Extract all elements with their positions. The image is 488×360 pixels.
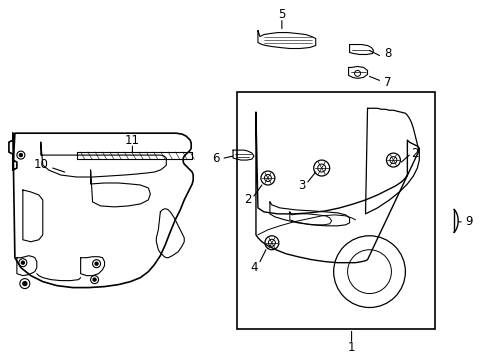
Circle shape bbox=[23, 282, 27, 285]
Text: 10: 10 bbox=[33, 158, 48, 171]
Text: 11: 11 bbox=[124, 134, 140, 147]
Bar bbox=[237, 92, 434, 329]
Text: 3: 3 bbox=[298, 180, 305, 193]
Text: 2: 2 bbox=[244, 193, 251, 206]
Circle shape bbox=[21, 261, 24, 264]
Text: 7: 7 bbox=[383, 76, 390, 89]
Circle shape bbox=[93, 278, 96, 281]
Text: 1: 1 bbox=[347, 341, 355, 354]
Text: 4: 4 bbox=[250, 261, 257, 274]
Text: 2: 2 bbox=[411, 147, 418, 159]
Text: 5: 5 bbox=[278, 8, 285, 21]
Circle shape bbox=[95, 262, 98, 265]
Text: 6: 6 bbox=[212, 152, 220, 165]
Circle shape bbox=[20, 154, 22, 157]
Text: 8: 8 bbox=[383, 47, 390, 60]
Text: 9: 9 bbox=[465, 215, 472, 228]
